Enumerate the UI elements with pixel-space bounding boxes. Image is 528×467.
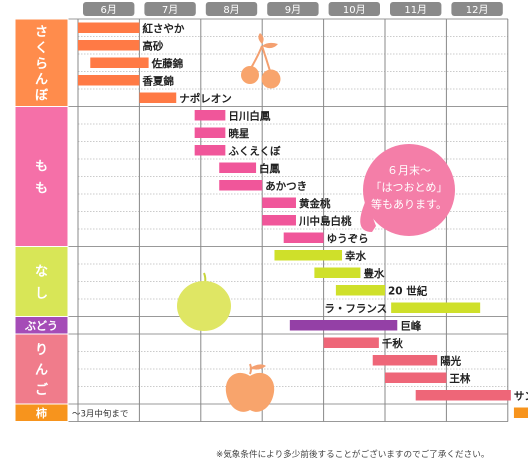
month-label: 12月 [466,4,489,16]
variety-label: 陽光 [440,354,461,367]
group-name: なし [35,265,48,302]
harvest-bar [262,215,296,226]
variety-labels: 紅さやか高砂佐藤錦香夏錦ナポレオン日川白鳳暁星ふくえくぼ白鳳あかつき黄金桃川中島… [141,22,528,403]
group-label-cell [14,106,69,247]
month-header-7: 12月 [451,2,503,16]
variety-label: ふくえくぼ [228,144,281,157]
harvest-bar [385,372,447,383]
variety-label: 黄金桃 [299,197,331,210]
cherry-icon [241,33,281,89]
group-5: りんご [14,333,69,405]
harvest-bar [323,337,379,348]
annotation-circle [363,144,455,236]
harvest-bar [391,302,481,313]
month-header-2: 7月 [144,2,196,16]
harvest-bar [219,180,263,191]
variety-label: 佐藤錦 [151,57,184,70]
variety-label: 紅さやか [142,22,184,35]
variety-label: ラ・フランス [324,303,387,315]
variety-label: 暁星 [228,127,249,140]
group-name: さくらんぼ [35,25,49,104]
group-3: なし [14,246,69,317]
variety-label: 王林 [449,372,470,385]
variety-label: 幸水 [345,249,366,262]
annotation-bubble: ６月末～「はつおとめ」等もあります。 [360,144,455,236]
harvest-bar [194,110,226,121]
group-name: もも [35,160,48,197]
variety-label: ナポレオン [179,92,232,105]
month-label: 7月 [162,4,178,16]
group-1: さくらんぼ [14,18,69,107]
month-header: 6月 7月 8月 9月 10月 11月 12月 [83,2,503,16]
variety-label: 日川白鳳 [228,109,270,122]
month-label: 11月 [404,4,427,16]
group-label-cell [14,246,69,317]
svg-text:６月末～「はつおとめ」等もあります。: ６月末～「はつおとめ」等もあります。 [371,163,448,211]
harvest-bar [335,285,385,296]
harvest-bar [289,320,398,331]
variety-label: 千秋 [382,337,403,350]
month-label: 9月 [285,4,301,16]
variety-label: あかつき [265,179,307,192]
variety-label: 巨峰 [400,319,421,332]
harvest-bar [78,40,140,51]
harvest-bar [513,407,528,418]
apple-icon [225,363,275,412]
group-2: もも [14,106,69,247]
month-label: 6月 [101,4,117,16]
variety-label: 香夏錦 [141,74,174,87]
harvest-bar [139,92,177,103]
variety-label: ゆうぞら [327,233,369,245]
month-header-6: 11月 [390,2,442,16]
harvest-bar [78,22,140,33]
group-label-cell [14,18,69,107]
variety-label: 白鳳 [259,162,280,175]
group-note: ～3月中旬まで [72,408,128,419]
group-6: 柿 ～3月中旬まで [14,403,128,422]
month-header-4: 9月 [267,2,319,16]
harvest-bar [78,75,140,86]
variety-label: サンふじ [514,390,528,402]
month-header-1: 6月 [83,2,135,16]
harvest-bar [262,197,296,208]
harvest-bar [274,250,343,261]
group-name: りんご [35,343,49,398]
fruit-illustrations [177,33,281,412]
harvest-bar [219,162,257,173]
pear-icon [177,272,231,331]
variety-label: 豊水 [363,267,384,280]
group-name: 柿 [36,406,47,420]
harvest-bar [194,145,226,156]
month-header-5: 10月 [328,2,380,16]
harvest-bar [314,267,361,278]
month-label: 10月 [343,4,366,16]
harvest-bar [415,390,511,401]
harvest-bar [372,355,438,366]
month-header-3: 8月 [205,2,258,16]
group-name: ぶどう [24,319,58,332]
variety-label: 川中島白桃 [298,214,352,227]
month-label: 8月 [223,4,239,16]
footnote: ※気象条件により多少前後することがございますのでご了承ください。 [216,450,490,460]
group-4: ぶどう [14,316,69,335]
harvest-bar [194,127,226,138]
harvest-bar [90,57,149,68]
harvest-bar [283,232,324,243]
variety-label: 20 世紀 [388,284,428,297]
group-label-cell [14,403,69,422]
variety-label: 高砂 [142,39,163,52]
harvest-bars [78,22,528,418]
